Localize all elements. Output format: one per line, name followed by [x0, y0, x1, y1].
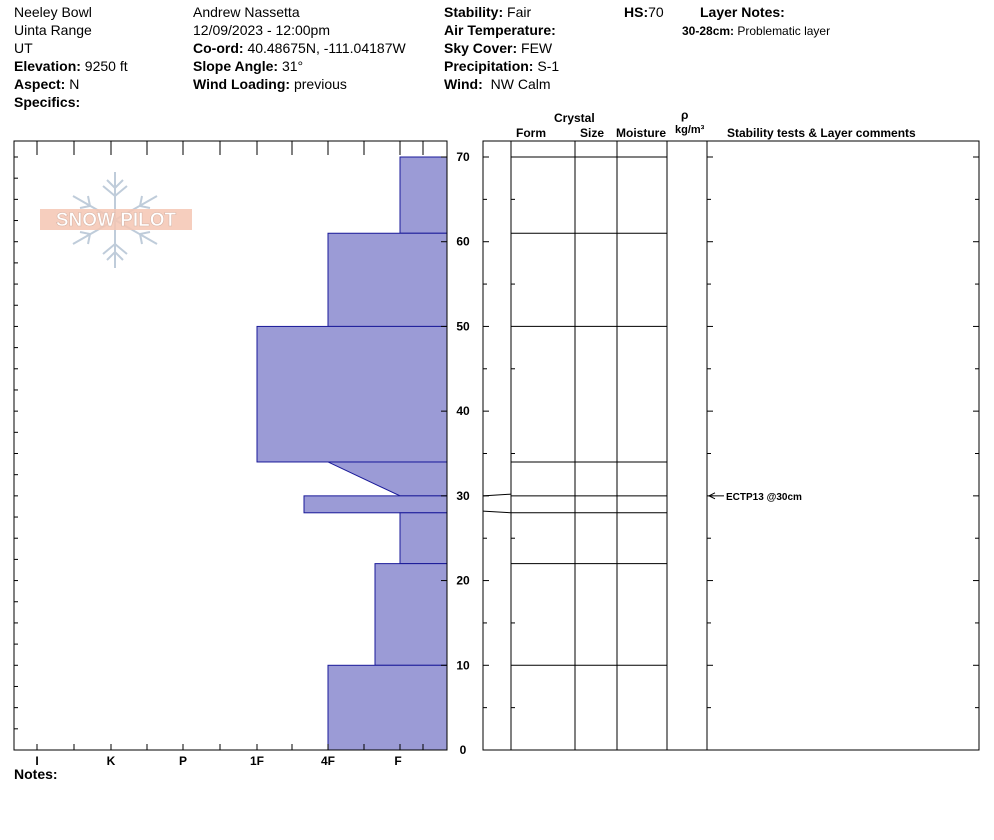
form-header: Form: [516, 126, 546, 140]
precip-label: Precipitation:: [444, 58, 534, 74]
layer-notes-title: Layer Notes:: [700, 4, 785, 20]
size-header: Size: [580, 126, 605, 140]
precipitation: Precipitation: S-1: [444, 57, 559, 75]
specifics-label: Specifics:: [14, 94, 81, 110]
depth-tick-label: 70: [456, 150, 470, 164]
observer-name: Andrew Nassetta: [193, 4, 300, 20]
hs-label: HS:: [624, 4, 649, 20]
layer-note-text: Problematic layer: [737, 24, 831, 38]
hardness-bar: [256, 325, 448, 463]
moisture-header: Moisture: [616, 126, 667, 140]
hardness-tick-label: P: [179, 754, 187, 768]
stability-value: Fair: [507, 4, 532, 20]
elevation-value: 9250 ft: [84, 58, 128, 74]
stability-test-label: ECTP13 @30cm: [726, 492, 802, 503]
slope-label: Slope Angle:: [193, 58, 279, 74]
crystal-header: Crystal: [554, 111, 595, 125]
coordinates: Co-ord: 40.48675N, -111.04187W: [193, 39, 406, 57]
range-name: Uinta Range: [14, 22, 92, 38]
wind-loading-label: Wind Loading:: [193, 76, 291, 92]
coord-label: Co-ord:: [193, 40, 244, 56]
sky-cover-value: FEW: [521, 40, 553, 56]
precip-value: S-1: [537, 58, 560, 74]
slope-value: 31°: [281, 58, 304, 74]
stability: Stability: Fair: [444, 3, 531, 21]
aspect: Aspect: N: [14, 75, 79, 93]
stability-comments-header: Stability tests & Layer comments: [727, 126, 916, 140]
hardness-bar: [327, 461, 448, 497]
rho-header: ρ: [681, 108, 689, 122]
hardness-bar: [327, 232, 448, 327]
depth-tick-label: 60: [456, 235, 470, 249]
depth-tick-label: 40: [456, 404, 470, 418]
hardness-tick-label: K: [107, 754, 116, 768]
depth-tick-label: 30: [456, 489, 470, 503]
wind-label: Wind:: [444, 76, 483, 92]
layer-table-frame: [482, 140, 980, 751]
depth-tick-label: 0: [460, 743, 467, 757]
hardness-bar: [399, 512, 448, 565]
density-unit-header: kg/m³: [675, 124, 705, 136]
aspect-value: N: [69, 76, 80, 92]
aspect-label: Aspect:: [14, 76, 66, 92]
air-temperature-label: Air Temperature:: [444, 22, 556, 38]
depth-tick-label: 20: [456, 574, 470, 588]
depth-tick-label: 50: [456, 319, 470, 333]
hardness-tick-label: F: [394, 754, 401, 768]
elevation-label: Elevation:: [14, 58, 81, 74]
snow-height: HS:70: [624, 3, 664, 21]
hardness-bar: [399, 156, 448, 234]
wind-loading: Wind Loading: previous: [193, 75, 347, 93]
hardness-tick-label: I: [35, 754, 38, 768]
state-name: UT: [14, 40, 33, 56]
layer-connector: [482, 493, 512, 497]
sky-cover-label: Sky Cover:: [444, 40, 518, 56]
slope-angle: Slope Angle: 31°: [193, 57, 303, 75]
layer-note: 30-28cm: Problematic layer: [682, 24, 830, 38]
hs-value: 70: [648, 4, 664, 20]
hardness-bar: [374, 563, 448, 666]
hardness-tick-label: 4F: [321, 754, 335, 768]
stability-label: Stability:: [444, 4, 504, 20]
sky-cover: Sky Cover: FEW: [444, 39, 552, 57]
hardness-bar: [327, 664, 448, 751]
hardness-bar: [303, 495, 448, 514]
layer-connector: [482, 510, 512, 514]
hardness-graph-frame: [13, 140, 448, 751]
location-name: Neeley Bowl: [14, 4, 92, 20]
wind-loading-value: previous: [293, 76, 347, 92]
observation-datetime: 12/09/2023 - 12:00pm: [193, 22, 330, 38]
wind: Wind: NW Calm: [444, 75, 551, 93]
depth-tick-label: 10: [456, 658, 470, 672]
coord-value: 40.48675N, -111.04187W: [247, 40, 406, 56]
wind-value: NW Calm: [490, 76, 551, 92]
notes-label: Notes:: [14, 766, 58, 782]
elevation: Elevation: 9250 ft: [14, 57, 128, 75]
hardness-tick-label: 1F: [250, 754, 264, 768]
arrow-left-icon: [707, 492, 716, 500]
layer-note-range: 30-28cm:: [682, 24, 735, 38]
